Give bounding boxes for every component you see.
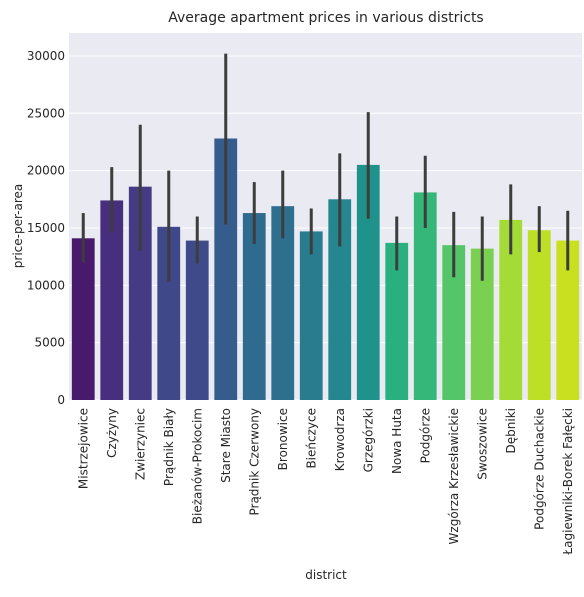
x-tick-label: Grzegórzki — [361, 408, 375, 472]
x-tick-label: Bieżanów-Prokocim — [190, 408, 204, 524]
bar — [128, 186, 152, 400]
bar — [385, 242, 409, 400]
bar — [356, 164, 380, 400]
y-tick-label: 30000 — [27, 49, 65, 63]
y-tick-label: 15000 — [27, 221, 65, 235]
bar — [100, 200, 124, 400]
bar — [271, 206, 295, 400]
y-tick-label: 5000 — [34, 336, 65, 350]
x-tick-label: Nowa Huta — [390, 408, 404, 474]
bar — [185, 240, 209, 400]
error-bars — [81, 53, 570, 282]
bar — [328, 199, 352, 400]
x-tick-label: Prądnik Biały — [162, 408, 176, 486]
bar — [499, 219, 523, 400]
x-tick-label: Zwierzyniec — [133, 408, 147, 480]
x-tick-label: Łagiewniki-Borek Fałęcki — [561, 408, 575, 556]
y-tick-label: 10000 — [27, 278, 65, 292]
plot-area — [69, 33, 582, 400]
y-tick-label: 20000 — [27, 164, 65, 178]
chart-title: Average apartment prices in various dist… — [168, 10, 483, 26]
y-tick-label: 25000 — [27, 106, 65, 120]
bar — [413, 192, 437, 400]
x-tick-label: Bieńczyce — [304, 408, 318, 469]
x-tick-label: Podgórze Duchackie — [532, 408, 546, 530]
bar — [527, 230, 551, 400]
bar — [71, 238, 95, 400]
x-tick-label: Mistrzejowice — [76, 408, 90, 489]
y-axis-label: price-per-area — [11, 184, 25, 268]
y-tick-labels: 0 5000 10000 15000 20000 25000 30000 — [27, 49, 65, 407]
bars — [71, 138, 580, 400]
bar — [299, 231, 323, 400]
x-tick-label: Swoszowice — [475, 408, 489, 480]
bar — [442, 245, 466, 400]
x-tick-label: Prądnik Czerwony — [247, 408, 261, 516]
bar — [242, 213, 266, 400]
bar — [556, 240, 580, 400]
x-tick-labels: Mistrzejowice Czyżyny Zwierzyniec Prądnik B… — [76, 408, 575, 556]
bar — [470, 248, 494, 400]
bar — [214, 138, 238, 400]
x-tick-label: Podgórze — [418, 408, 432, 463]
x-tick-label: Krowodrza — [333, 408, 347, 471]
grid-lines — [69, 55, 582, 401]
bar — [157, 226, 181, 400]
x-tick-label: Wzgórza Krzesławickie — [447, 408, 461, 544]
x-tick-label: Dębniki — [504, 408, 518, 453]
x-axis-label: district — [305, 568, 347, 582]
x-tick-label: Bronowice — [276, 408, 290, 470]
y-tick-label: 0 — [57, 393, 65, 407]
x-tick-label: Stare Miasto — [219, 408, 233, 483]
x-tick-label: Czyżyny — [105, 408, 119, 458]
